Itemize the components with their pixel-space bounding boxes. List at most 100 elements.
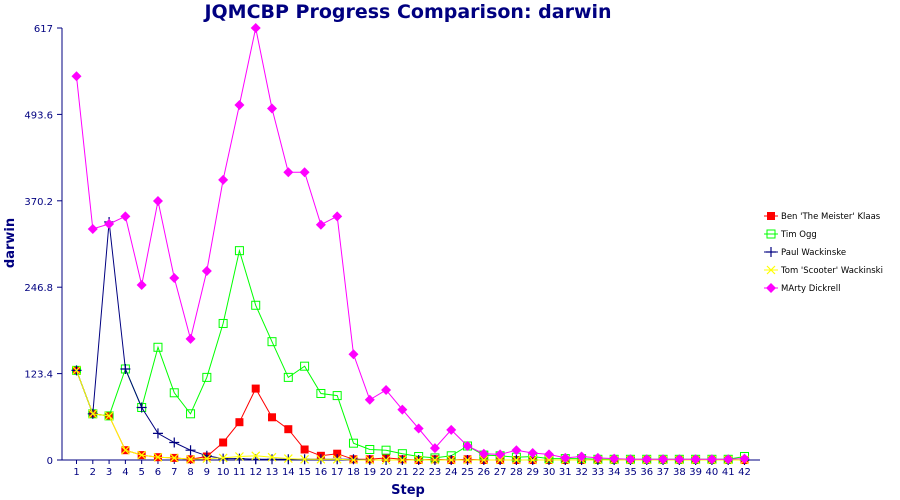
x-tick-label: 39 (689, 467, 702, 478)
data-point (186, 454, 195, 464)
x-tick-label: 31 (559, 467, 572, 478)
data-point (283, 167, 294, 178)
data-point (316, 388, 326, 398)
data-point (120, 445, 130, 455)
data-point (235, 452, 244, 461)
series-3 (71, 216, 750, 465)
data-point (185, 445, 196, 456)
data-point (186, 409, 196, 419)
plot-area (71, 23, 750, 465)
data-point (446, 455, 456, 465)
legend-marker (766, 265, 776, 275)
x-tick-label: 36 (640, 467, 653, 478)
data-point (690, 454, 701, 465)
x-tick-label: 6 (155, 467, 161, 478)
legend-marker (766, 283, 776, 293)
x-tick-label: 42 (738, 467, 751, 478)
data-point (706, 454, 717, 465)
legend-label: Tim Ogg (780, 230, 817, 240)
data-point (429, 443, 440, 454)
x-tick-label: 19 (363, 467, 376, 478)
x-tick-label: 3 (106, 467, 112, 478)
x-tick-label: 29 (526, 467, 539, 478)
data-point (609, 453, 620, 464)
data-point (136, 279, 147, 290)
data-point (658, 454, 669, 465)
data-point (414, 455, 424, 465)
x-tick-label: 33 (591, 467, 604, 478)
data-point (446, 424, 457, 435)
data-point (136, 402, 147, 413)
data-point (202, 454, 212, 464)
x-tick-label: 28 (510, 467, 523, 478)
data-point (381, 455, 391, 465)
data-point (283, 454, 293, 464)
data-point (332, 211, 343, 222)
data-point (267, 103, 278, 114)
data-point (365, 455, 375, 465)
x-tick-label: 30 (543, 467, 556, 478)
data-point (739, 453, 750, 464)
legend-label: Tom 'Scooter' Wackinski (780, 266, 883, 276)
x-tick-label: 14 (282, 467, 295, 478)
y-axis-ticks: 0 123.4 246.8 370.2 493.6 617 (24, 24, 62, 467)
data-point (88, 409, 98, 419)
x-tick-label: 23 (429, 467, 442, 478)
data-point (528, 455, 538, 465)
y-tick-label: 493.6 (24, 110, 53, 121)
data-point (413, 423, 424, 434)
y-tick-label: 617 (34, 24, 53, 35)
x-tick-label: 27 (494, 467, 507, 478)
data-point (300, 361, 310, 371)
data-point (251, 451, 261, 461)
data-point (333, 449, 342, 458)
x-tick-label: 2 (90, 467, 96, 478)
data-point (543, 449, 554, 460)
data-point (511, 455, 521, 465)
data-point (218, 174, 229, 185)
series-4 (72, 365, 749, 465)
data-point (348, 438, 358, 448)
x-tick-label: 15 (298, 467, 311, 478)
series-line (76, 221, 745, 461)
data-point (495, 449, 506, 460)
x-tick-label: 32 (575, 467, 588, 478)
data-point (234, 246, 244, 256)
data-point (169, 437, 180, 448)
data-point (152, 195, 163, 206)
x-tick-label: 4 (122, 467, 128, 478)
x-tick-label: 10 (217, 467, 230, 478)
data-point (430, 455, 440, 465)
x-tick-label: 5 (138, 467, 144, 478)
legend-item: Tim Ogg (764, 229, 817, 240)
y-tick-label: 370.2 (24, 197, 53, 208)
data-point (185, 333, 196, 344)
legend-item: MArty Dickrell (764, 283, 840, 294)
chart-title: JQMCBP Progress Comparison: darwin (202, 1, 611, 23)
data-point (104, 219, 115, 230)
x-tick-label: 34 (608, 467, 621, 478)
data-point (153, 452, 163, 462)
series-line (76, 248, 745, 460)
x-tick-label: 12 (249, 467, 262, 478)
data-point (267, 452, 277, 462)
x-tick-label: 35 (624, 467, 637, 478)
data-point (365, 444, 375, 454)
data-point (218, 453, 228, 463)
data-point (71, 71, 82, 82)
data-point (381, 384, 392, 395)
data-point (120, 363, 131, 374)
x-tick-label: 40 (706, 467, 719, 478)
data-point (315, 219, 326, 230)
x-tick-label: 25 (461, 467, 474, 478)
x-tick-label: 18 (347, 467, 360, 478)
data-point (527, 447, 538, 458)
data-point (169, 388, 179, 398)
x-tick-label: 24 (445, 467, 458, 478)
x-tick-label: 41 (722, 467, 735, 478)
legend-label: MArty Dickrell (781, 284, 840, 294)
data-point (348, 349, 359, 360)
data-point (625, 454, 636, 465)
data-point (495, 455, 505, 465)
x-tick-label: 7 (171, 467, 177, 478)
